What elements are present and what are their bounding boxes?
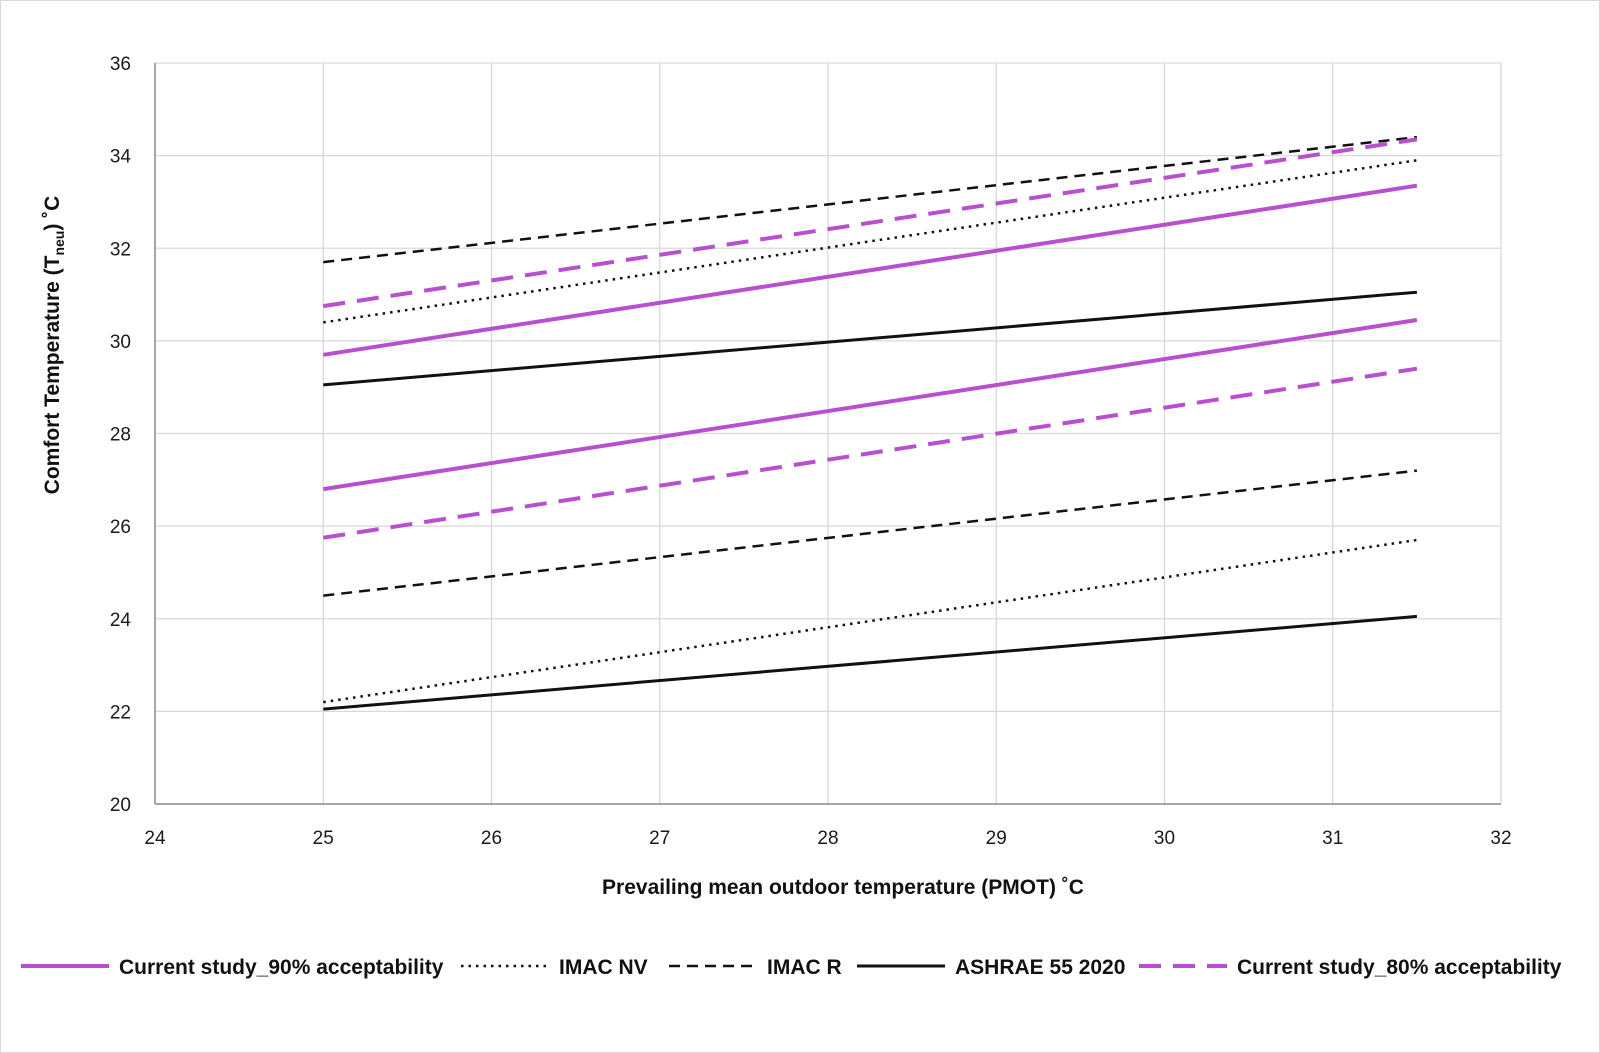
y-tick-label: 24	[110, 610, 132, 631]
y-tick-label: 26	[110, 517, 131, 538]
series-line	[323, 469, 1418, 597]
y-tick-label: 36	[110, 54, 131, 75]
axes	[154, 63, 1501, 805]
legend-label: IMAC R	[767, 956, 842, 979]
x-tick-label: 30	[1154, 828, 1175, 849]
y-tick-label: 22	[110, 702, 131, 723]
legend-label: Current study_90% acceptability	[119, 956, 444, 979]
legend-label: ASHRAE 55 2020	[955, 956, 1125, 979]
series-line	[323, 538, 1418, 704]
y-tick-label: 32	[110, 239, 131, 260]
y-axis-title-prefix: Comfort Temperature (T	[41, 255, 64, 494]
y-axis-title-suffix: ) ˚C	[41, 196, 64, 231]
series-line	[322, 318, 1418, 492]
x-axis-title: Prevailing mean outdoor temperature (PMO…	[602, 876, 1084, 899]
series-line	[322, 366, 1418, 540]
y-axis-title: Comfort Temperature (Tneu) ˚C	[41, 196, 67, 495]
x-tick-label: 27	[649, 828, 670, 849]
gridlines	[154, 62, 1502, 805]
x-tick-label: 32	[1490, 828, 1511, 849]
series-line	[322, 183, 1418, 357]
y-tick-label: 20	[110, 795, 131, 816]
y-tick-label: 28	[110, 425, 131, 446]
legend: Current study_90% acceptability IMAC NV IM…	[21, 956, 1562, 979]
x-tick-label: 24	[144, 828, 166, 849]
y-tick-label: 30	[110, 332, 131, 353]
series-line	[323, 614, 1418, 711]
legend-label: Current study_80% acceptability	[1237, 956, 1562, 979]
x-tick-label: 26	[481, 828, 502, 849]
series-line	[323, 290, 1418, 387]
plot-series	[322, 135, 1418, 711]
series-line	[323, 159, 1418, 324]
legend-label: IMAC NV	[559, 956, 648, 979]
x-tick-label: 28	[817, 828, 838, 849]
y-axis-title-subscript: neu	[51, 231, 67, 256]
series-line	[322, 137, 1418, 309]
x-tick-label: 25	[313, 828, 334, 849]
x-tick-label: 31	[1322, 828, 1343, 849]
x-tick-label: 29	[986, 828, 1007, 849]
series-line	[323, 135, 1418, 264]
tick-labels: 24 25 26 27 28 29 30 31 32 20 22 24 26 28 30 32 34 36	[110, 54, 1512, 849]
y-tick-label: 34	[110, 147, 132, 168]
